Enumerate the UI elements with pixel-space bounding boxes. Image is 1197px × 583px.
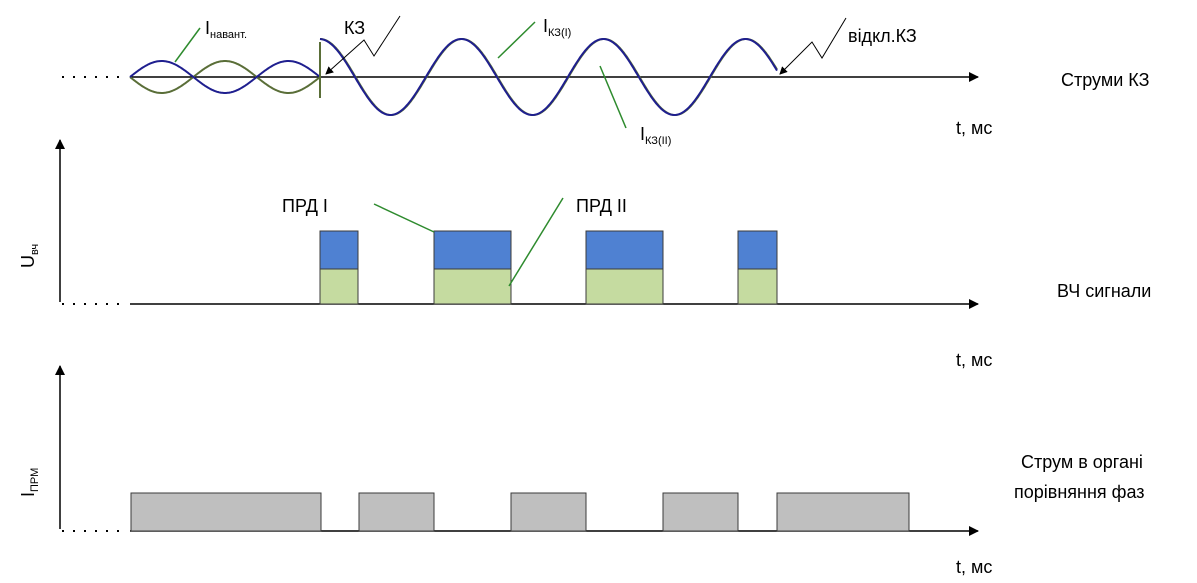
fault-start-arrow [325,15,401,75]
fault-current-1-label: IКЗ(I) [543,16,571,39]
hf-pulse-upper-1 [319,230,359,270]
hf-pulse-lower-1 [319,268,359,305]
hf-t-label: t, мс [956,350,992,370]
transmitter-2-leader [508,197,564,287]
hf-panel: ПРД I ПРД II Uвч ВЧ сигнали t, мс [18,139,1151,370]
hf-y-axis-label: Uвч [18,244,41,268]
comparison-t-label: t, мс [956,557,992,577]
load-current-leader [174,27,201,63]
transmitter-1-label: ПРД I [282,196,328,216]
fault-clear-arrow [779,17,847,75]
fault-current-2-label: IКЗ(II) [640,124,671,147]
transmitter-1-leader [373,203,435,233]
load-current-label: Iнавант. [205,18,247,41]
fault-current-1-leader [497,21,536,59]
comparison-pulse-3 [510,492,587,532]
comparison-pulse-5 [776,492,910,532]
hf-pulses [319,230,778,305]
comparison-side-label-line1: Струм в органі [1021,452,1143,472]
comparison-y-axis-label: IПРМ [18,468,41,497]
fault-clear-label: відкл.КЗ [848,26,917,46]
currents-panel: Iнавант. КЗ IКЗ(I) IКЗ(II) відкл.КЗ Стру… [62,15,1149,147]
comparison-panel: IПРМ Струм в органі порівняння фаз t, мс [18,365,1145,577]
comparison-pulse-1 [130,492,322,532]
comparison-pulses [130,492,910,532]
comparison-side-label-line2: порівняння фаз [1014,482,1145,502]
comparison-pulse-2 [358,492,435,532]
comparison-pulse-4 [662,492,739,532]
hf-pulse-lower-2 [433,268,512,305]
currents-t-label: t, мс [956,118,992,138]
hf-side-label: ВЧ сигнали [1057,281,1151,301]
hf-pulse-upper-2 [433,230,512,270]
hf-pulse-upper-4 [737,230,778,270]
fault-current-2-leader [599,65,627,129]
hf-pulse-lower-4 [737,268,778,305]
blue-current-wave [129,38,778,116]
fault-start-label: КЗ [344,18,365,38]
hf-pulse-lower-3 [585,268,664,305]
currents-side-label: Струми КЗ [1061,70,1149,90]
transmitter-2-label: ПРД II [576,196,627,216]
hf-pulse-upper-3 [585,230,664,270]
